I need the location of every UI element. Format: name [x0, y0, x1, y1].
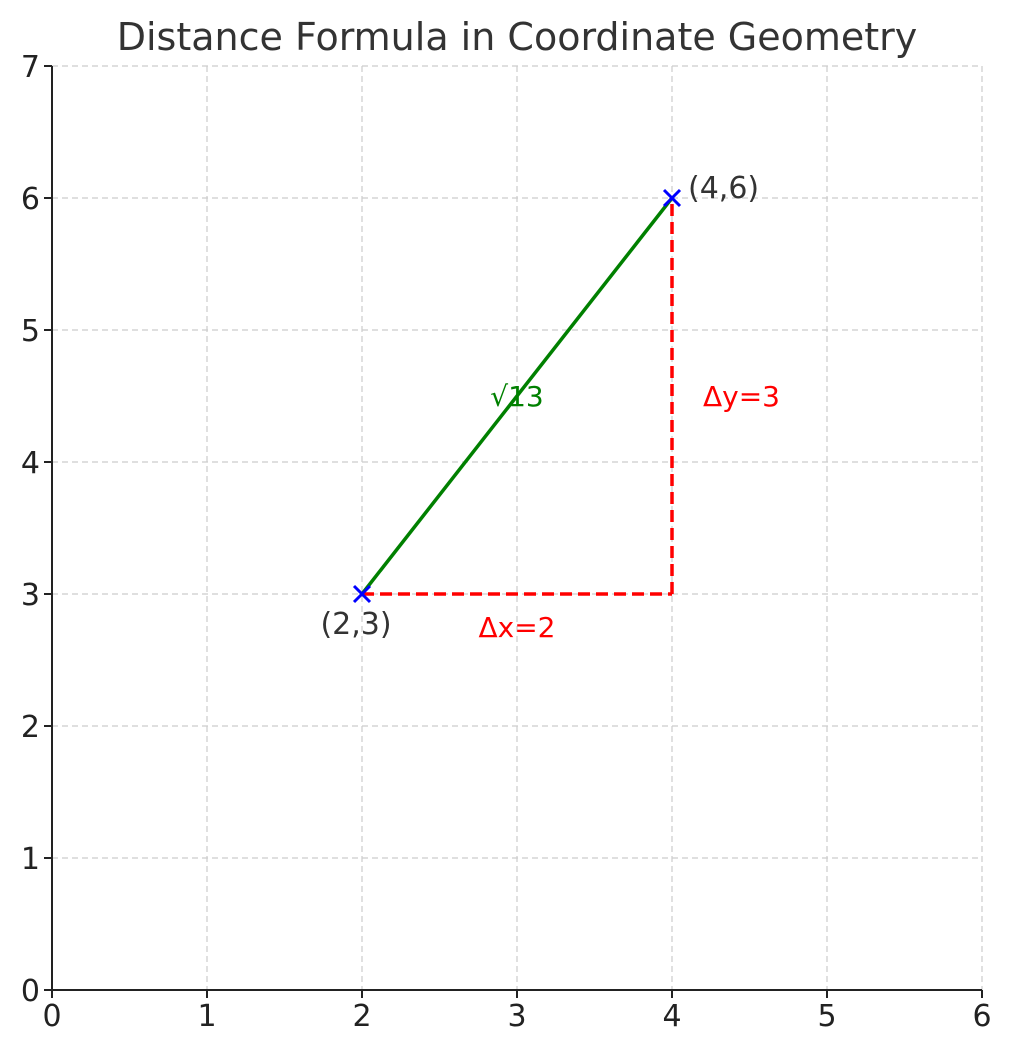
ticks: 0 1 2 3 4 5 6 0 1 2 3 4 5 6 7	[21, 50, 992, 1034]
point-label-1: (4,6)	[688, 171, 759, 206]
x-tick-label-4: 4	[662, 999, 681, 1034]
plot-lines	[360, 196, 674, 596]
point-label-0: (2,3)	[320, 607, 391, 642]
chart-title: Distance Formula in Coordinate Geometry	[117, 15, 918, 59]
point-marker-stroke-b-1	[662, 188, 682, 208]
y-tick-label-6: 6	[21, 182, 40, 217]
annotations: (2,3) (4,6) √13 Δx=2 Δy=3	[320, 171, 780, 644]
point-marker-stroke-b-0	[352, 584, 372, 604]
annotation-1: Δx=2	[479, 611, 556, 644]
series-line-0	[360, 196, 674, 596]
y-tick-label-1: 1	[21, 842, 40, 877]
point-markers	[352, 188, 682, 604]
y-tick-label-4: 4	[21, 446, 40, 481]
x-tick-label-3: 3	[507, 999, 526, 1034]
x-tick-label-5: 5	[817, 999, 836, 1034]
grid	[52, 65, 983, 990]
x-tick-label-2: 2	[352, 999, 371, 1034]
annotation-0: √13	[490, 380, 543, 413]
x-tick-label-6: 6	[972, 999, 991, 1034]
annotation-2: Δy=3	[703, 380, 780, 413]
x-tick-label-1: 1	[197, 999, 216, 1034]
y-tick-label-2: 2	[21, 710, 40, 745]
y-tick-label-7: 7	[21, 50, 40, 85]
y-tick-label-0: 0	[21, 974, 40, 1009]
y-tick-label-5: 5	[21, 314, 40, 349]
y-tick-label-3: 3	[21, 578, 40, 613]
point-marker-0	[352, 584, 372, 604]
x-tick-label-0: 0	[42, 999, 61, 1034]
point-marker-1	[662, 188, 682, 208]
